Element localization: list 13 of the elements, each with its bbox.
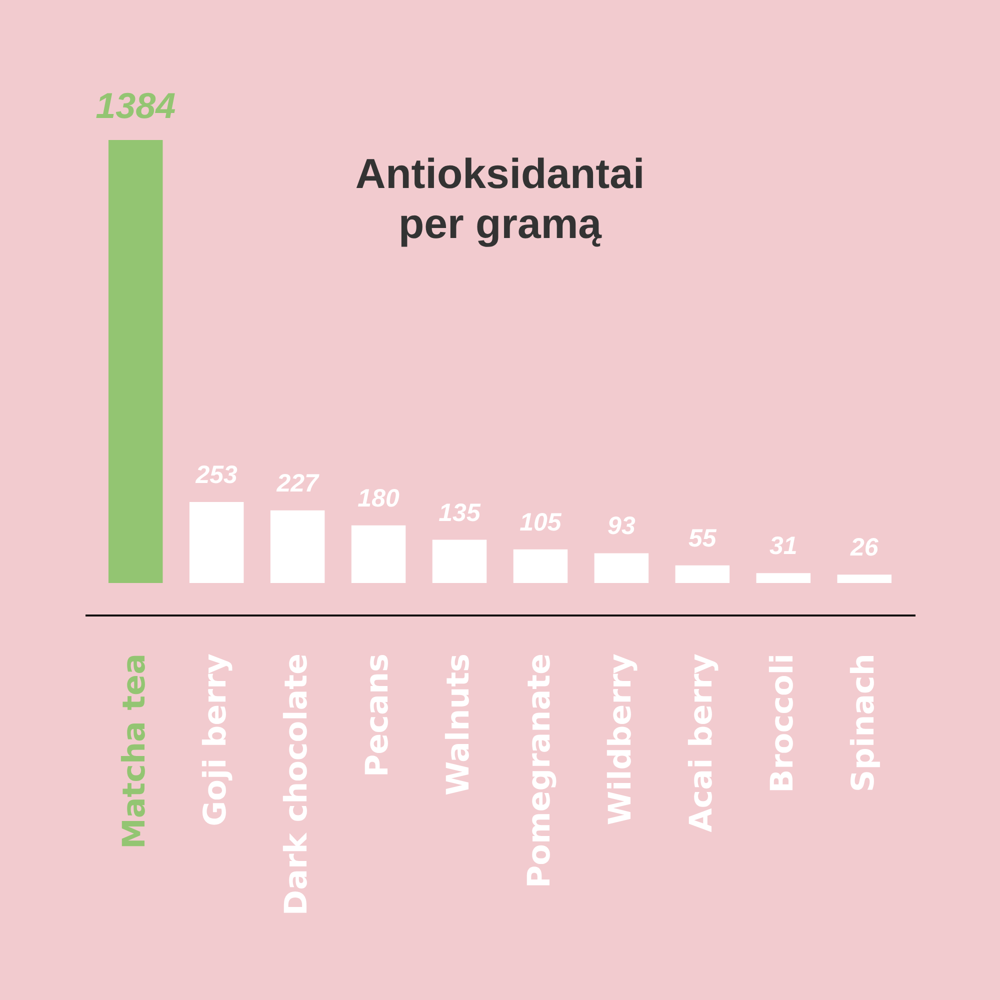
bar	[108, 140, 163, 583]
bar	[675, 565, 730, 583]
bar	[189, 502, 244, 583]
bar	[432, 540, 487, 583]
bar	[594, 553, 649, 583]
bar	[837, 574, 892, 583]
bar	[756, 573, 811, 583]
text: Antioksidantai per gramą	[355, 150, 645, 247]
data-label: 1384	[96, 85, 176, 126]
bar	[351, 525, 406, 583]
bar	[270, 510, 325, 583]
bar	[513, 549, 568, 583]
x-tick-label: Matcha tea	[116, 654, 153, 850]
